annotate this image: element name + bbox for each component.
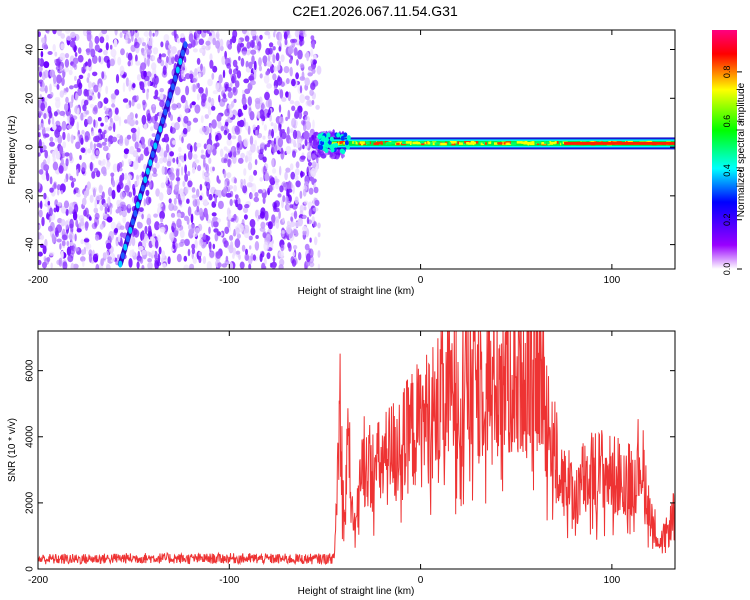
colorbar-label: Normalized spectral amplitude: [736, 82, 747, 217]
y-tick-label: 4000: [25, 425, 36, 448]
y-tick-label: 0: [25, 566, 36, 572]
colorbar-tick-label: 0.4: [722, 164, 732, 177]
colorbar-gradient: [712, 30, 737, 269]
spectrogram-y-axis-label: Frequency (Hz): [7, 116, 18, 185]
spectrogram-x-axis-label: Height of straight line (km): [298, 286, 415, 297]
x-tick-label: 100: [604, 575, 621, 586]
colorbar-tick-label: 0.6: [722, 115, 732, 128]
colorbar: 0.0 0.2 0.4 0.6 0.8 Normalized spectral ampl…: [712, 30, 747, 275]
y-tick-label: 40: [25, 44, 36, 56]
snr-background: [38, 331, 675, 569]
carrier-line: [317, 132, 675, 155]
y-tick-label: 20: [25, 92, 36, 104]
colorbar-tick-label: 0.8: [722, 66, 732, 79]
spectrogram-frame: [37, 29, 676, 270]
y-tick-label: -40: [25, 237, 36, 252]
colorbar-tick-label: 0.2: [722, 213, 732, 226]
y-tick-label: 2000: [25, 491, 36, 514]
y-tick-label: 0: [25, 144, 36, 150]
snr-y-axis-label: SNR (10 * v/v): [7, 418, 18, 482]
x-tick-label: -100: [219, 575, 239, 586]
spectrogram-y-ticks: -40 -20 0 20 40: [25, 44, 675, 252]
diagonal-streak: [117, 41, 188, 268]
x-tick-label: 100: [604, 275, 621, 286]
y-tick-label: -20: [25, 188, 36, 203]
snr-series-line: [38, 331, 675, 566]
spectrogram-x-ticks: -200 -100 0 100: [28, 30, 621, 286]
snr-y-ticks: 0 2000 4000 6000: [25, 359, 675, 572]
chart-title: C2E1.2026.067.11.54.G31: [292, 3, 458, 19]
y-tick-label: 6000: [25, 359, 36, 382]
carrier-red-core: [564, 141, 675, 145]
snr-frame: [37, 330, 676, 570]
noise-speckle-layer: [38, 30, 346, 269]
x-tick-label: -100: [219, 275, 239, 286]
x-tick-label: -200: [28, 275, 48, 286]
snr-x-axis-label: Height of straight line (km): [298, 586, 415, 597]
colorbar-tick-label: 0.0: [722, 263, 732, 276]
x-tick-label: -200: [28, 575, 48, 586]
x-tick-label: 0: [418, 275, 424, 286]
x-tick-label: 0: [418, 575, 424, 586]
colorbar-ticks: 0.0 0.2 0.4 0.6 0.8: [722, 66, 742, 276]
snr-x-ticks: -200 -100 0 100: [28, 331, 621, 586]
